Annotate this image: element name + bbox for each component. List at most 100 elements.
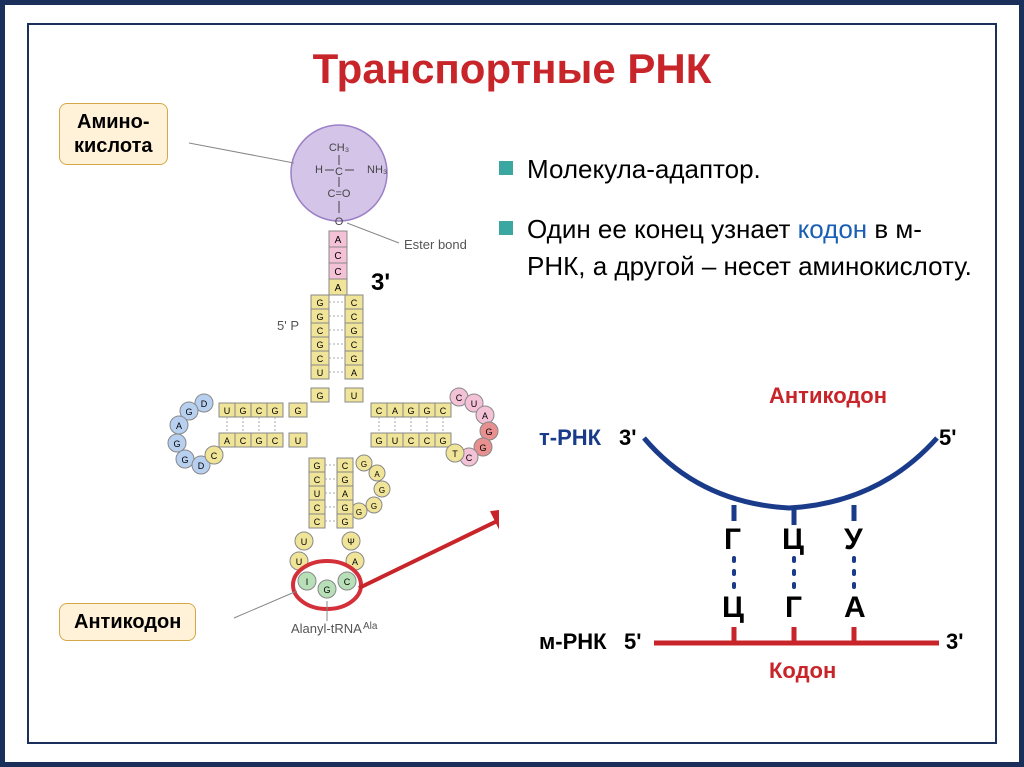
svg-text:A: A bbox=[342, 489, 348, 499]
svg-text:C: C bbox=[456, 393, 463, 403]
alanyl-label: Alanyl-tRNA bbox=[291, 621, 362, 636]
svg-text:G: G bbox=[350, 354, 357, 364]
svg-text:C: C bbox=[211, 451, 218, 461]
trna-svg: CH₃ H C NH₃ C=O O bbox=[119, 113, 499, 693]
svg-text:U: U bbox=[295, 436, 302, 446]
svg-text:G: G bbox=[356, 508, 362, 517]
svg-text:C: C bbox=[314, 517, 321, 527]
svg-text:C: C bbox=[334, 251, 341, 262]
svg-text:C: C bbox=[272, 436, 279, 446]
chem-nh3: NH₃ bbox=[367, 164, 387, 176]
svg-text:G: G bbox=[323, 585, 330, 595]
svg-text:A: A bbox=[176, 421, 182, 431]
svg-text:C: C bbox=[351, 312, 358, 322]
mrna-5prime: 5' bbox=[624, 629, 641, 655]
bullet-item-2: Один ее конец узнает кодон в м-РНК, а др… bbox=[499, 211, 979, 284]
red-arrow bbox=[359, 508, 499, 588]
svg-text:D: D bbox=[201, 399, 208, 409]
chem-co: C=O bbox=[328, 188, 351, 200]
five-p-label: 5' P bbox=[277, 318, 299, 333]
bullet-marker-icon bbox=[499, 221, 513, 235]
svg-text:C: C bbox=[314, 475, 321, 485]
alanyl-sup: Ala bbox=[363, 621, 377, 632]
t-arm: C A G G C G U C C G bbox=[371, 388, 498, 466]
svg-text:G: G bbox=[361, 460, 367, 469]
svg-text:A: A bbox=[374, 470, 380, 479]
ester-pointer-line bbox=[347, 223, 399, 243]
anticodon-pointer-line bbox=[234, 591, 297, 618]
outer-frame: Транспортные РНК Амино- кислота Антикодо… bbox=[0, 0, 1024, 767]
svg-text:G: G bbox=[479, 443, 486, 453]
svg-text:G: G bbox=[485, 427, 492, 437]
svg-text:Ψ: Ψ bbox=[347, 537, 355, 547]
svg-text:C: C bbox=[424, 436, 431, 446]
svg-text:I: I bbox=[306, 577, 309, 587]
svg-text:C: C bbox=[376, 406, 383, 416]
content-area: Амино- кислота Антикодон Молекула-адапто… bbox=[49, 113, 975, 713]
svg-text:G: G bbox=[316, 298, 323, 308]
bullet-text-1: Молекула-адаптор. bbox=[527, 151, 761, 187]
svg-text:U: U bbox=[471, 399, 478, 409]
center-junction: G U G U bbox=[289, 388, 363, 447]
svg-text:C: C bbox=[344, 577, 351, 587]
svg-text:C: C bbox=[342, 461, 349, 471]
svg-text:C: C bbox=[317, 354, 324, 364]
svg-text:C: C bbox=[240, 436, 247, 446]
svg-text:C: C bbox=[466, 453, 473, 463]
svg-text:G: G bbox=[407, 406, 414, 416]
ester-bond-label: Ester bond bbox=[404, 237, 467, 252]
svg-text:G: G bbox=[313, 461, 320, 471]
svg-text:C: C bbox=[256, 406, 263, 416]
codon-heading: Кодон bbox=[769, 658, 836, 684]
codon-base-3: А bbox=[844, 591, 866, 625]
svg-text:U: U bbox=[296, 557, 303, 567]
svg-text:A: A bbox=[335, 235, 342, 246]
svg-text:G: G bbox=[271, 406, 278, 416]
svg-text:U: U bbox=[317, 368, 324, 378]
chem-ch3: CH₃ bbox=[329, 142, 349, 154]
codon-svg bbox=[519, 383, 979, 703]
svg-text:C: C bbox=[408, 436, 415, 446]
inner-frame: Транспортные РНК Амино- кислота Антикодо… bbox=[27, 23, 997, 744]
bullet-item-1: Молекула-адаптор. bbox=[499, 151, 979, 187]
svg-text:A: A bbox=[335, 283, 342, 294]
trna-curve bbox=[644, 438, 937, 508]
three-prime-label: 3' bbox=[371, 269, 390, 297]
svg-text:U: U bbox=[351, 391, 358, 401]
svg-text:G: G bbox=[439, 436, 446, 446]
anticodon-base-2: Ц bbox=[782, 523, 804, 557]
codon-base-2: Г bbox=[785, 591, 802, 625]
svg-text:G: G bbox=[341, 517, 348, 527]
svg-text:G: G bbox=[181, 455, 188, 465]
chem-h: H bbox=[315, 164, 323, 176]
svg-text:G: G bbox=[173, 439, 180, 449]
svg-text:U: U bbox=[392, 436, 399, 446]
codon-anticodon-diagram: Антикодон т-РНК 3' 5' bbox=[519, 383, 979, 703]
svg-text:G: G bbox=[294, 406, 301, 416]
svg-text:A: A bbox=[482, 411, 488, 421]
svg-text:U: U bbox=[301, 537, 308, 547]
svg-text:G: G bbox=[239, 406, 246, 416]
svg-text:G: G bbox=[316, 340, 323, 350]
acceptor-stem-pair: G G C G C U C C G C G A bbox=[311, 295, 363, 379]
anticodon-loop: U U I G C A Ψ bbox=[290, 532, 364, 598]
anticodon-base-3: У bbox=[844, 523, 863, 557]
svg-text:A: A bbox=[352, 557, 358, 567]
pairing-dots bbox=[734, 558, 854, 587]
svg-text:A: A bbox=[224, 436, 230, 446]
svg-text:G: G bbox=[375, 436, 382, 446]
chem-c: C bbox=[335, 166, 343, 178]
anticodon-base-1: Г bbox=[724, 523, 741, 557]
variable-loop: G A G G G bbox=[351, 455, 390, 519]
svg-text:U: U bbox=[224, 406, 231, 416]
mrna-3prime: 3' bbox=[946, 629, 963, 655]
svg-text:G: G bbox=[341, 503, 348, 513]
svg-text:C: C bbox=[334, 267, 341, 278]
svg-text:G: G bbox=[423, 406, 430, 416]
trna-cloverleaf-diagram: CH₃ H C NH₃ C=O O bbox=[119, 113, 499, 693]
svg-text:C: C bbox=[317, 326, 324, 336]
bullet-marker-icon bbox=[499, 161, 513, 175]
page-title: Транспортные РНК bbox=[49, 45, 975, 93]
svg-text:A: A bbox=[351, 368, 357, 378]
chem-o: O bbox=[335, 216, 344, 228]
